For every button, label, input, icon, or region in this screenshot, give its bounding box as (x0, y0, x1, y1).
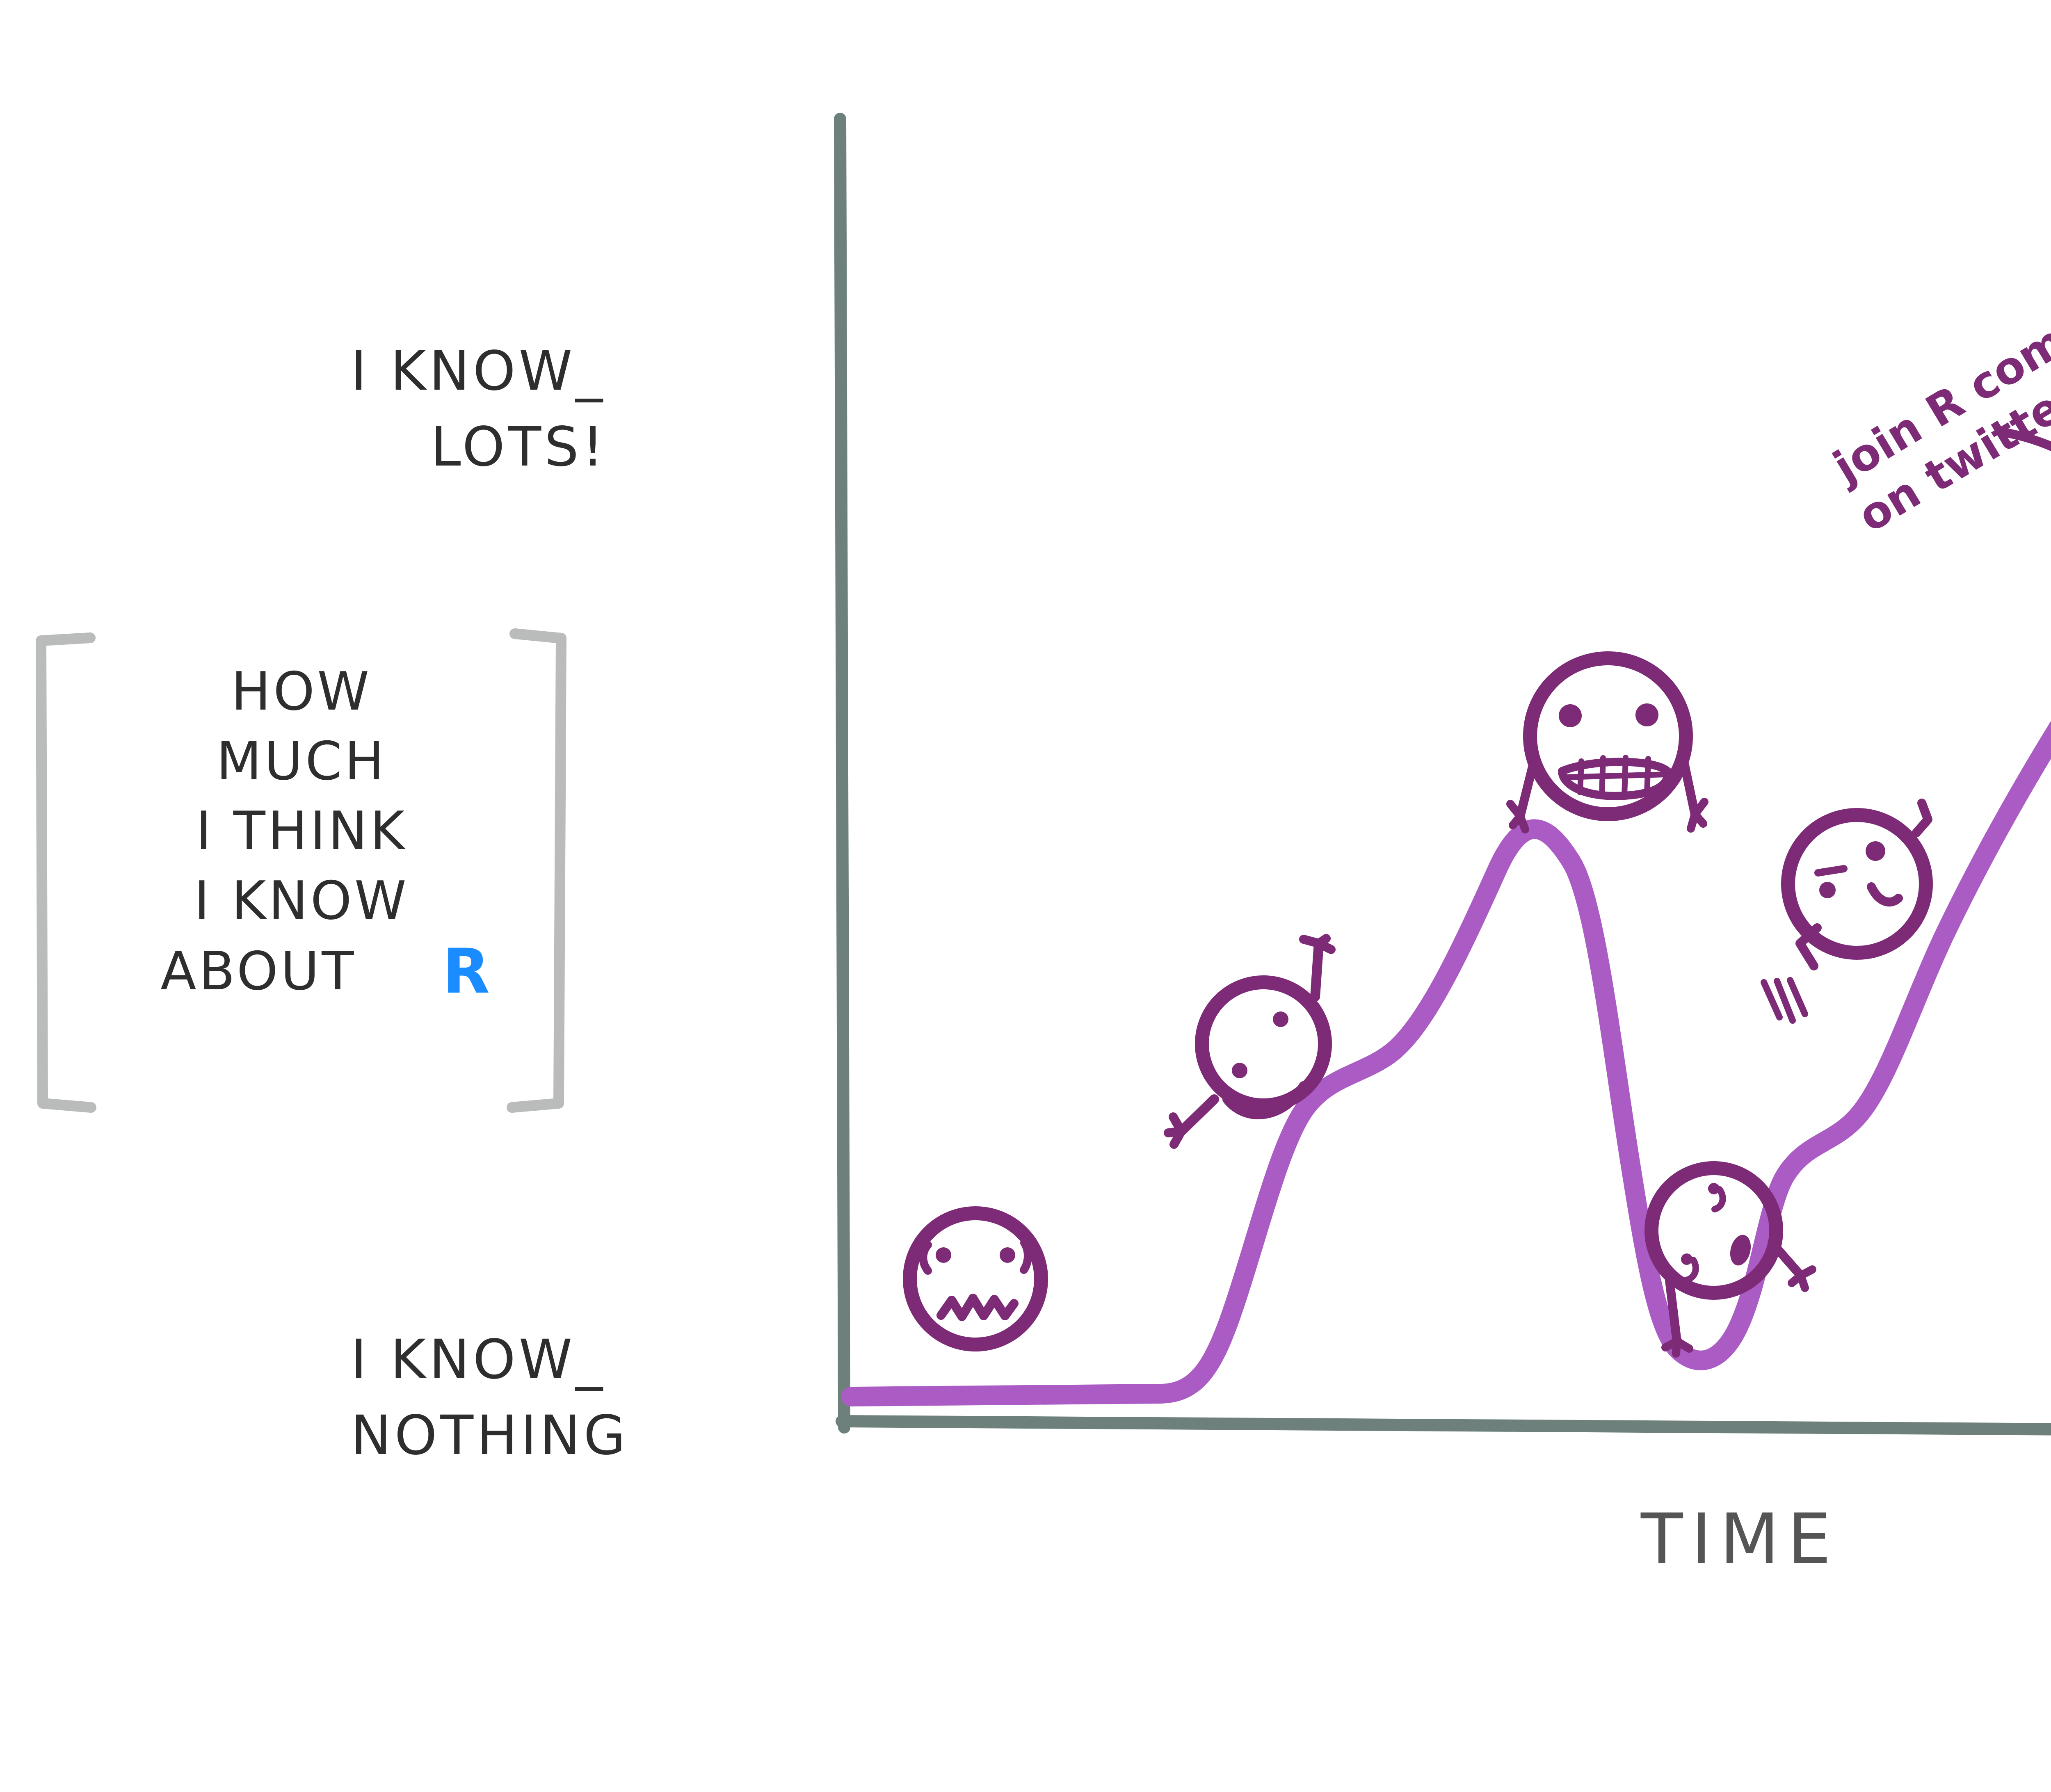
ylabel-bracket-text: HOW MUCH I THINK I KNOW ABOUT R (160, 661, 493, 1007)
character-nervous-face (903, 1206, 1048, 1351)
bracket-line-i-think: I THINK (196, 801, 407, 862)
ytick-top-line2: LOTS! (431, 415, 607, 479)
y-axis-tick-labels: I KNOW_ LOTS! I KNOW_ NOTHING (351, 340, 629, 1467)
character-sad-face (1644, 1161, 1816, 1358)
annotation-join-r-community: join R community on twitter (1824, 225, 2051, 542)
ylabel-bracket (36, 628, 566, 1113)
knowledge-curve (841, 721, 2051, 1406)
gritted-teeth (1558, 755, 1672, 800)
y-axis (834, 113, 850, 1434)
x-axis-title: TIME (1640, 1499, 1839, 1579)
ytick-top-line1: I KNOW_ (351, 340, 606, 403)
bracket-line-about: ABOUT (160, 941, 356, 1002)
character-grimacing-face (1506, 651, 1708, 833)
annotation-arrow-shaft (2001, 428, 2051, 452)
ytick-bottom-line1: I KNOW_ (351, 1328, 606, 1391)
character-determined-running-face (1761, 799, 1933, 1024)
axes (834, 113, 2051, 1436)
bracket-line-i-know: I KNOW (194, 870, 409, 931)
x-axis (836, 1415, 2051, 1436)
bracket-line-much: MUCH (216, 731, 386, 792)
bracket-r-logo: R (442, 936, 493, 1007)
ytick-bottom-line2: NOTHING (351, 1404, 629, 1467)
character-happy-face-arms-up (1164, 934, 1336, 1149)
motion-lines (1761, 977, 1808, 1024)
bracket-line-how: HOW (231, 661, 372, 722)
